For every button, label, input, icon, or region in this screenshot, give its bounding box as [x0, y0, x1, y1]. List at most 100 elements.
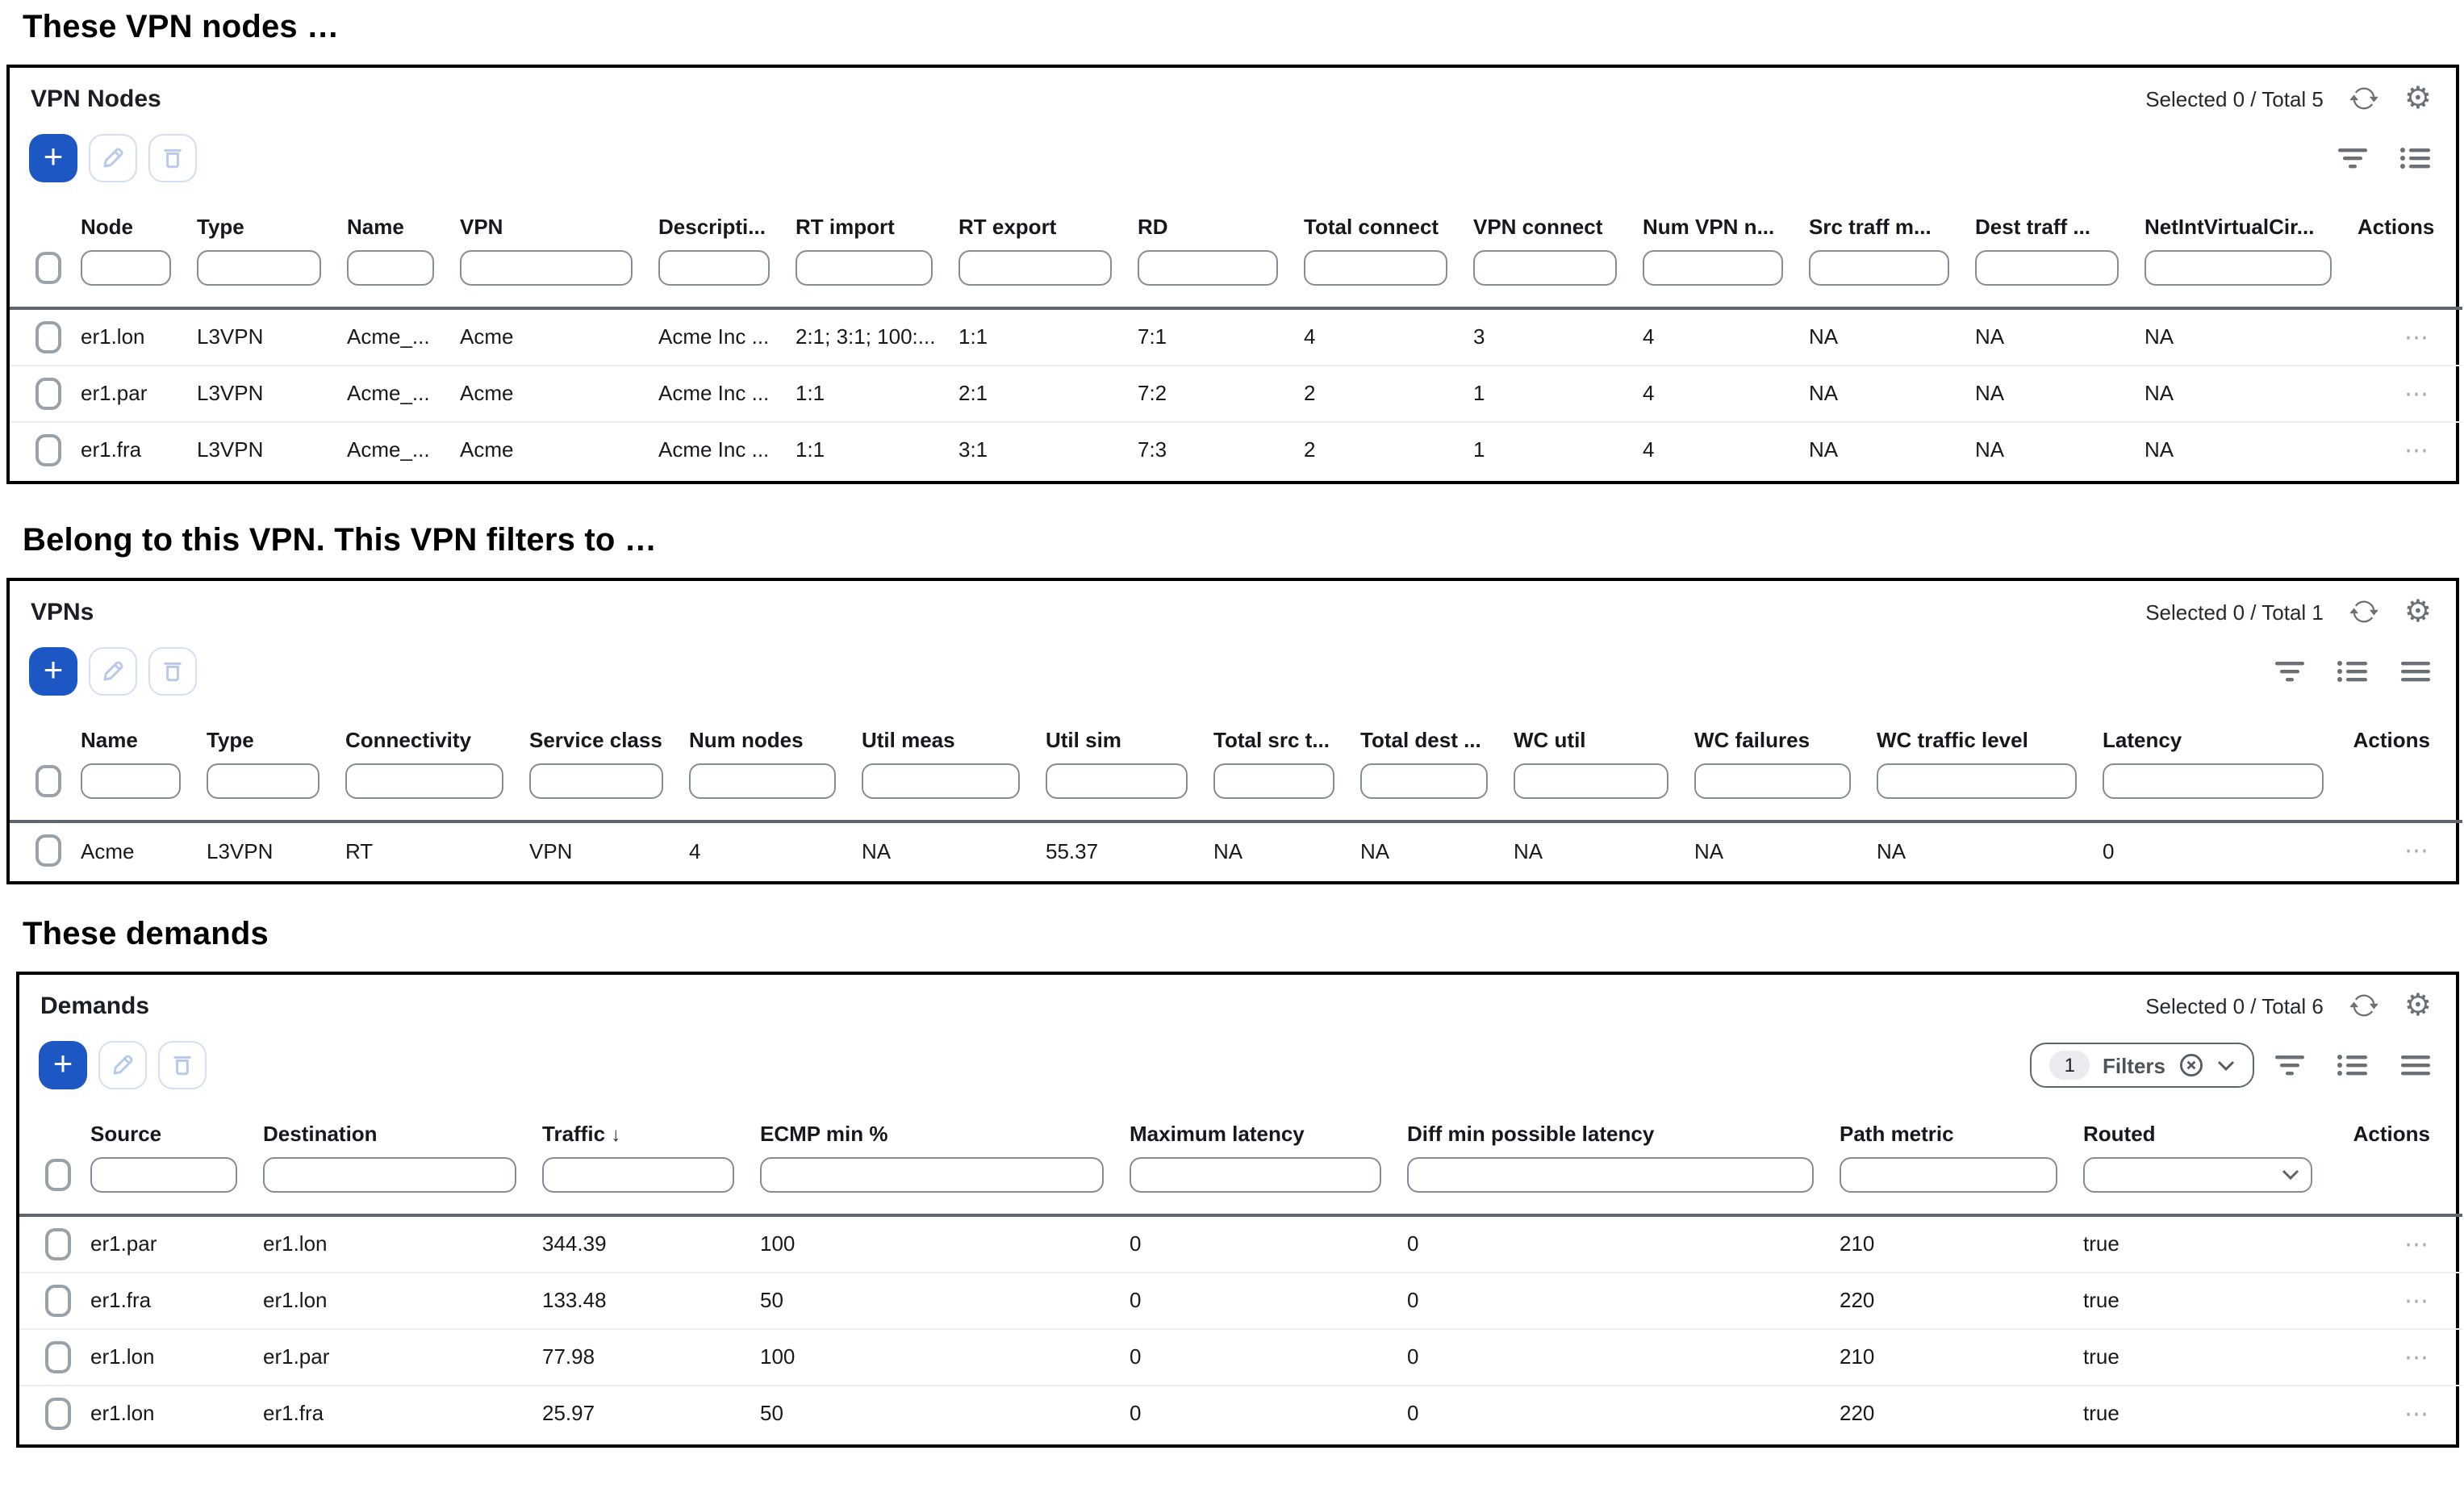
select-all-checkbox[interactable]	[45, 1159, 71, 1191]
row-actions-button[interactable]: ⋯	[2404, 380, 2430, 408]
row-checkbox[interactable]	[45, 1284, 71, 1316]
num-nodes-filter-input[interactable]	[689, 763, 836, 799]
select-all-checkbox[interactable]	[35, 252, 61, 284]
filter-icon[interactable]	[2337, 147, 2369, 169]
row-actions-button[interactable]: ⋯	[2404, 1287, 2430, 1315]
column-header-wc-failures[interactable]: WC failures	[1694, 728, 1810, 752]
row-actions-button[interactable]: ⋯	[2404, 437, 2430, 465]
total-dest-filter-input[interactable]	[1360, 763, 1488, 799]
column-header-wc-traffic-level[interactable]: WC traffic level	[1877, 728, 2028, 752]
settings-gear-icon[interactable]: ⚙	[2403, 81, 2432, 116]
row-actions-button[interactable]: ⋯	[2404, 1400, 2430, 1428]
column-header-rd[interactable]: RD	[1138, 215, 1168, 239]
refresh-icon[interactable]	[2349, 84, 2378, 113]
src-traff-m-filter-input[interactable]	[1809, 250, 1949, 286]
connectivity-filter-input[interactable]	[345, 763, 503, 799]
destination-filter-input[interactable]	[263, 1157, 516, 1193]
row-checkbox[interactable]	[45, 1227, 71, 1260]
row-checkbox[interactable]	[45, 1397, 71, 1430]
list-view-icon[interactable]	[2399, 147, 2432, 169]
column-header-src-traff-m[interactable]: Src traff m...	[1809, 215, 1932, 239]
maximum-latency-filter-input[interactable]	[1130, 1157, 1381, 1193]
column-header-node[interactable]: Node	[81, 215, 133, 239]
column-header-total-dest[interactable]: Total dest ...	[1360, 728, 1481, 752]
type-filter-input[interactable]	[197, 250, 321, 286]
chevron-down-icon[interactable]	[2217, 1060, 2235, 1071]
list-view-icon[interactable]	[2337, 660, 2369, 683]
column-header-rt-export[interactable]: RT export	[958, 215, 1057, 239]
list-view-icon[interactable]	[2337, 1054, 2369, 1076]
circle-x-icon[interactable]	[2178, 1052, 2204, 1078]
column-header-total-src-t[interactable]: Total src t...	[1213, 728, 1330, 752]
filters-chip[interactable]: 1 Filters	[2030, 1043, 2254, 1088]
sort-descending-icon[interactable]: ↓	[611, 1123, 621, 1146]
column-header-name[interactable]: Name	[347, 215, 404, 239]
vpn-filter-input[interactable]	[460, 250, 633, 286]
rt-export-filter-input[interactable]	[958, 250, 1112, 286]
row-actions-button[interactable]: ⋯	[2404, 838, 2430, 865]
edit-button[interactable]	[89, 134, 137, 182]
source-filter-input[interactable]	[90, 1157, 237, 1193]
column-header-path-metric[interactable]: Path metric	[1840, 1122, 1954, 1146]
diff-min-possible-latency-filter-input[interactable]	[1407, 1157, 1814, 1193]
settings-gear-icon[interactable]: ⚙	[2403, 594, 2432, 629]
column-header-source[interactable]: Source	[90, 1122, 162, 1146]
column-header-rt-import[interactable]: RT import	[796, 215, 895, 239]
column-header-service-class[interactable]: Service class	[529, 728, 662, 752]
dest-traff-filter-input[interactable]	[1975, 250, 2119, 286]
row-checkbox[interactable]	[35, 834, 61, 867]
column-header-num-vpn-n[interactable]: Num VPN n...	[1643, 215, 1775, 239]
row-actions-button[interactable]: ⋯	[2404, 1231, 2430, 1259]
column-header-total-connect[interactable]: Total connect	[1304, 215, 1439, 239]
add-button[interactable]: +	[29, 647, 77, 696]
add-button[interactable]: +	[29, 134, 77, 182]
row-actions-button[interactable]: ⋯	[2404, 324, 2430, 352]
column-header-destination[interactable]: Destination	[263, 1122, 378, 1146]
menu-view-icon[interactable]	[2399, 660, 2432, 683]
wc-failures-filter-input[interactable]	[1694, 763, 1851, 799]
column-header-actions[interactable]: Actions	[2353, 1122, 2430, 1146]
filter-icon[interactable]	[2274, 1054, 2306, 1076]
wc-traffic-level-filter-input[interactable]	[1877, 763, 2077, 799]
add-button[interactable]: +	[39, 1041, 87, 1089]
column-header-maximum-latency[interactable]: Maximum latency	[1130, 1122, 1305, 1146]
column-header-vpn[interactable]: VPN	[460, 215, 503, 239]
column-header-util-meas[interactable]: Util meas	[862, 728, 955, 752]
util-sim-filter-input[interactable]	[1046, 763, 1188, 799]
delete-button[interactable]	[148, 647, 197, 696]
column-header-vpn-connect[interactable]: VPN connect	[1473, 215, 1603, 239]
type-filter-input[interactable]	[207, 763, 319, 799]
routed-filter-select[interactable]	[2083, 1157, 2312, 1193]
column-header-util-sim[interactable]: Util sim	[1046, 728, 1121, 752]
traffic-filter-input[interactable]	[542, 1157, 734, 1193]
netintvirtualcir-filter-input[interactable]	[2145, 250, 2332, 286]
column-header-type[interactable]: Type	[207, 728, 254, 752]
column-header-diff-min-possible-latency[interactable]: Diff min possible latency	[1407, 1122, 1655, 1146]
column-header-name[interactable]: Name	[81, 728, 138, 752]
row-checkbox[interactable]	[35, 377, 61, 409]
row-checkbox[interactable]	[45, 1340, 71, 1373]
util-meas-filter-input[interactable]	[862, 763, 1020, 799]
row-checkbox[interactable]	[35, 433, 61, 466]
row-checkbox[interactable]	[35, 320, 61, 353]
refresh-icon[interactable]	[2349, 597, 2378, 626]
menu-view-icon[interactable]	[2399, 1054, 2432, 1076]
column-header-connectivity[interactable]: Connectivity	[345, 728, 472, 752]
column-header-netintvirtualcir[interactable]: NetIntVirtualCir...	[2145, 215, 2315, 239]
column-header-ecmp-min[interactable]: ECMP min %	[760, 1122, 888, 1146]
total-connect-filter-input[interactable]	[1304, 250, 1447, 286]
descripti-filter-input[interactable]	[658, 250, 770, 286]
name-filter-input[interactable]	[81, 763, 181, 799]
latency-filter-input[interactable]	[2103, 763, 2324, 799]
column-header-type[interactable]: Type	[197, 215, 244, 239]
column-header-latency[interactable]: Latency	[2103, 728, 2182, 752]
path-metric-filter-input[interactable]	[1840, 1157, 2057, 1193]
total-src-t-filter-input[interactable]	[1213, 763, 1334, 799]
row-actions-button[interactable]: ⋯	[2404, 1344, 2430, 1371]
name-filter-input[interactable]	[347, 250, 434, 286]
delete-button[interactable]	[158, 1041, 207, 1089]
column-header-actions[interactable]: Actions	[2353, 728, 2430, 752]
node-filter-input[interactable]	[81, 250, 171, 286]
edit-button[interactable]	[89, 647, 137, 696]
settings-gear-icon[interactable]: ⚙	[2403, 988, 2432, 1023]
